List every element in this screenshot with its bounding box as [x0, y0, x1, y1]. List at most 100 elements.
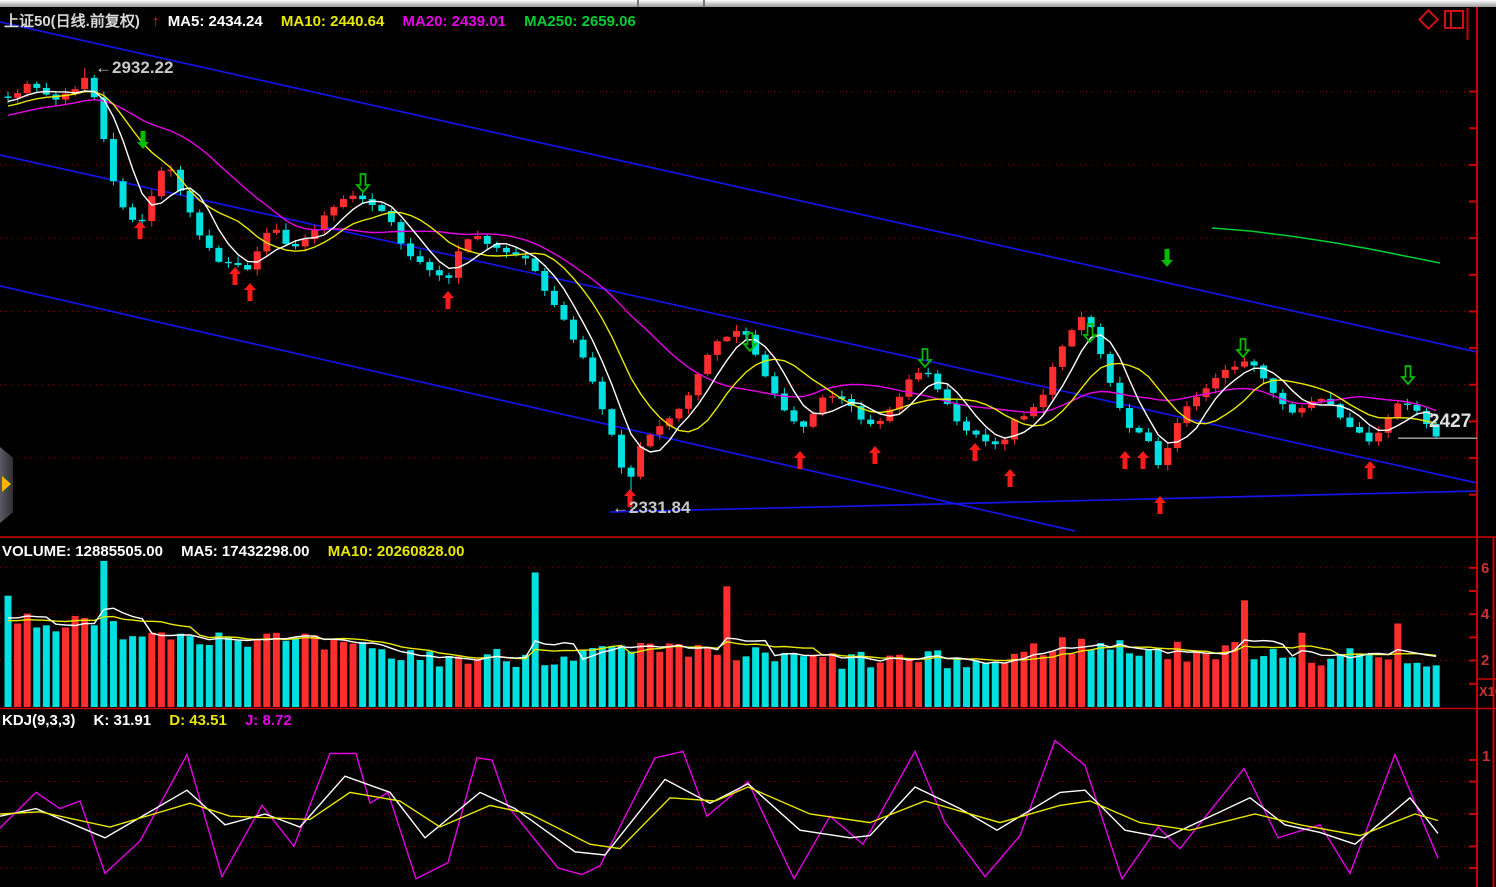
candle-body [454, 251, 462, 278]
volume-bar [502, 661, 510, 707]
candle [704, 353, 712, 377]
candle [1125, 404, 1133, 433]
volume-bar [1432, 665, 1440, 707]
candle [589, 352, 597, 385]
volume-bar [1010, 653, 1018, 707]
volume-bar [646, 643, 654, 707]
volume-bar [809, 654, 817, 707]
candle [311, 225, 319, 245]
volume-bar [1403, 663, 1411, 707]
candle [454, 244, 462, 284]
volume-bar [982, 662, 990, 707]
volume-bar [694, 645, 702, 707]
volume-bar [589, 648, 597, 707]
volume-bar [1202, 652, 1210, 707]
candle [119, 177, 127, 211]
candle [416, 250, 424, 265]
volume-bar [819, 657, 827, 707]
candle [713, 339, 721, 361]
candle [1432, 421, 1440, 438]
candle [972, 429, 980, 438]
candle [359, 191, 367, 204]
volume-bar [780, 652, 788, 707]
candle-body [991, 441, 999, 445]
volume-bar [1001, 663, 1009, 707]
price-gridlines [0, 91, 1477, 459]
hollow-sell-arrow-icon [1235, 338, 1251, 359]
volume-bar [1240, 600, 1248, 707]
candle-body [627, 467, 635, 477]
buy-arrow-icon [442, 291, 454, 309]
volume-bar [637, 642, 645, 707]
candle-body [129, 207, 137, 220]
candle-body [1260, 365, 1268, 379]
candle [1221, 364, 1229, 384]
candle [550, 286, 558, 308]
candle [1030, 403, 1038, 419]
volume-bar [157, 632, 165, 707]
candle-body [665, 418, 673, 427]
candle [1327, 392, 1335, 406]
candle [1212, 373, 1220, 394]
candle [1423, 407, 1431, 429]
volume-axis-label-2: 2 [1481, 652, 1490, 669]
candle [598, 376, 606, 415]
window-split-icon[interactable] [1444, 10, 1464, 29]
volume-bar [464, 663, 472, 707]
volume-bar [14, 623, 22, 707]
kdj-d-value: D: 43.51 [169, 712, 227, 729]
candle-body [704, 354, 712, 375]
buy-arrow-icon [134, 221, 146, 239]
kdj-k-value: K: 31.91 [93, 712, 152, 729]
candle [780, 387, 788, 412]
candle-body [359, 195, 367, 200]
candle [637, 441, 645, 480]
trendline [0, 154, 1478, 484]
candle [1173, 418, 1181, 453]
candle [1135, 425, 1143, 434]
candle [1154, 437, 1162, 469]
strip-divider [703, 0, 705, 7]
candle [531, 257, 539, 273]
candle-body [263, 232, 271, 252]
candle [732, 324, 740, 343]
candle [234, 256, 242, 268]
volume-bar [454, 656, 462, 707]
candle [349, 190, 357, 203]
ma20-line [7, 98, 1437, 414]
candle-body [339, 198, 347, 208]
candle-body [1164, 448, 1172, 466]
volume-bar [397, 660, 405, 707]
candle-body [1298, 408, 1306, 413]
left-panel-expand-handle[interactable] [0, 447, 13, 523]
volume-bar [608, 646, 616, 707]
volume-bar [234, 640, 242, 707]
candle-body [1097, 326, 1105, 355]
window-split-icon-divider [1450, 12, 1452, 27]
candle [397, 219, 405, 250]
volume-bar [1058, 637, 1066, 707]
volume-bar [1365, 653, 1373, 707]
candle-body [1327, 398, 1335, 405]
candle-body [1001, 439, 1009, 445]
volume-bar [1279, 657, 1287, 707]
candle [129, 203, 137, 223]
volume-bar [244, 646, 252, 707]
candle-body [982, 434, 990, 442]
candle-body [598, 381, 606, 410]
ma250-value: MA250: 2659.06 [524, 13, 636, 30]
candle [81, 67, 89, 92]
buy-arrow-icon [624, 489, 636, 507]
volume-bar [1231, 641, 1239, 707]
candle [1078, 312, 1086, 336]
buy-arrow-icon [869, 446, 881, 464]
candle [838, 390, 846, 405]
candle-body [23, 83, 31, 94]
candle [1240, 357, 1248, 369]
candle [608, 408, 616, 437]
candle-body [905, 379, 913, 397]
volume-bar [1212, 659, 1220, 707]
candle-body [1384, 417, 1392, 433]
volume-pane-header: VOLUME: 12885505.00 MA5: 17432298.00 MA1… [2, 543, 478, 560]
